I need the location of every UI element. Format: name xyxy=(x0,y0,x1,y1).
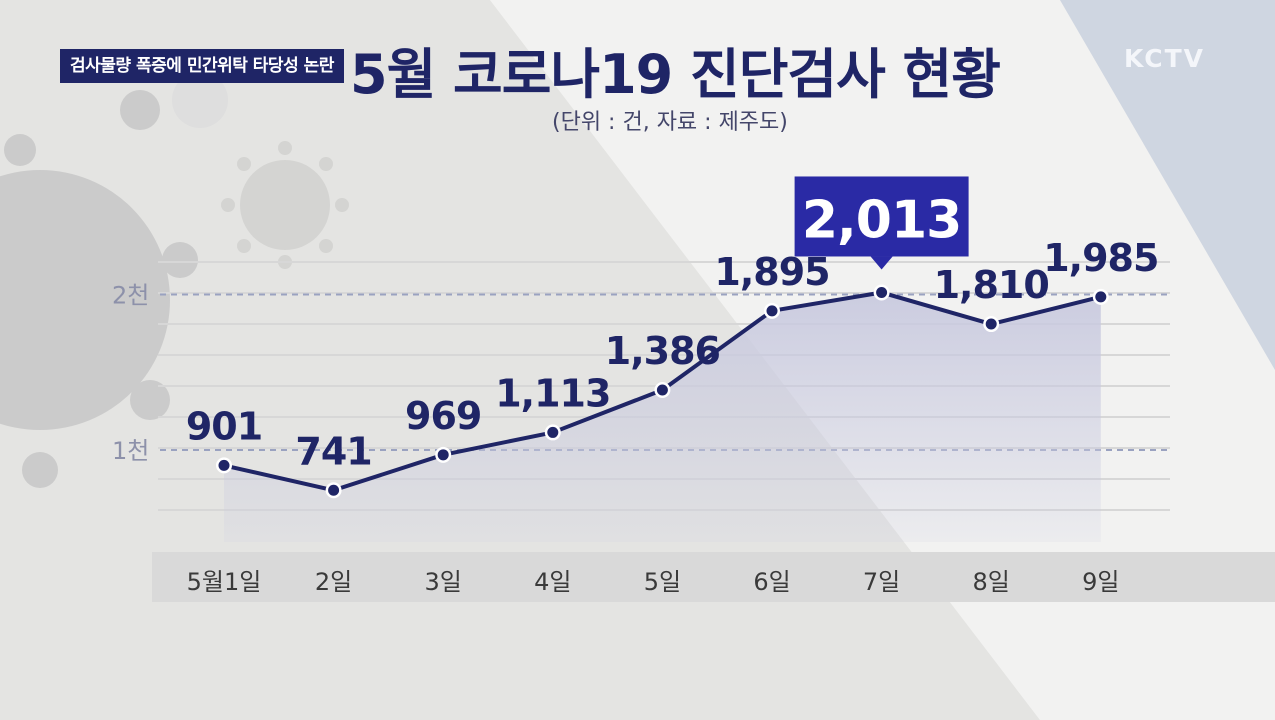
x-tick-label: 5일 xyxy=(644,568,681,596)
data-label: 1,985 xyxy=(1043,236,1158,280)
data-point xyxy=(766,305,778,317)
data-label: 1,895 xyxy=(714,250,829,294)
x-tick-label: 5월1일 xyxy=(187,568,262,596)
data-point xyxy=(328,484,340,496)
virus-illustration-small xyxy=(221,141,349,269)
x-tick-label: 6일 xyxy=(753,568,790,596)
data-point xyxy=(876,286,888,298)
chart-unit-note: (단위 : 건, 자료 : 제주도) xyxy=(552,110,788,135)
data-point xyxy=(1095,291,1107,303)
data-point xyxy=(985,318,997,330)
data-label: 1,810 xyxy=(934,263,1049,307)
highlight-pointer xyxy=(870,256,893,270)
x-tick-label: 4일 xyxy=(534,568,571,596)
data-point xyxy=(437,449,449,461)
virus-illustration-faint xyxy=(172,72,228,128)
x-tick-label: 3일 xyxy=(425,568,462,596)
x-tick-label: 8일 xyxy=(973,568,1010,596)
data-label: 901 xyxy=(186,404,262,448)
x-tick-label: 2일 xyxy=(315,568,352,596)
news-topic-tag: 검사물량 폭증에 민간위탁 타당성 논란 xyxy=(60,49,344,83)
y-tick-label: 2천 xyxy=(112,282,149,310)
area-fill xyxy=(224,292,1101,542)
y-tick-label: 1천 xyxy=(112,437,149,465)
data-label: 1,386 xyxy=(605,329,720,373)
x-tick-label: 9일 xyxy=(1082,568,1119,596)
data-label: 1,113 xyxy=(495,371,610,415)
data-label: 969 xyxy=(405,394,481,438)
x-axis-band xyxy=(152,552,1275,602)
broadcaster-logo: KCTV xyxy=(1124,44,1205,73)
data-point xyxy=(547,426,559,438)
data-point xyxy=(218,459,230,471)
x-tick-label: 7일 xyxy=(863,568,900,596)
chart-title: 5월 코로나19 진단검사 현황 xyxy=(350,43,1001,106)
data-point xyxy=(656,384,668,396)
highlight-box xyxy=(794,176,969,257)
data-label: 741 xyxy=(295,429,371,473)
virus-illustration-large xyxy=(0,90,198,488)
data-label-highlight: 2,013 xyxy=(802,190,961,250)
